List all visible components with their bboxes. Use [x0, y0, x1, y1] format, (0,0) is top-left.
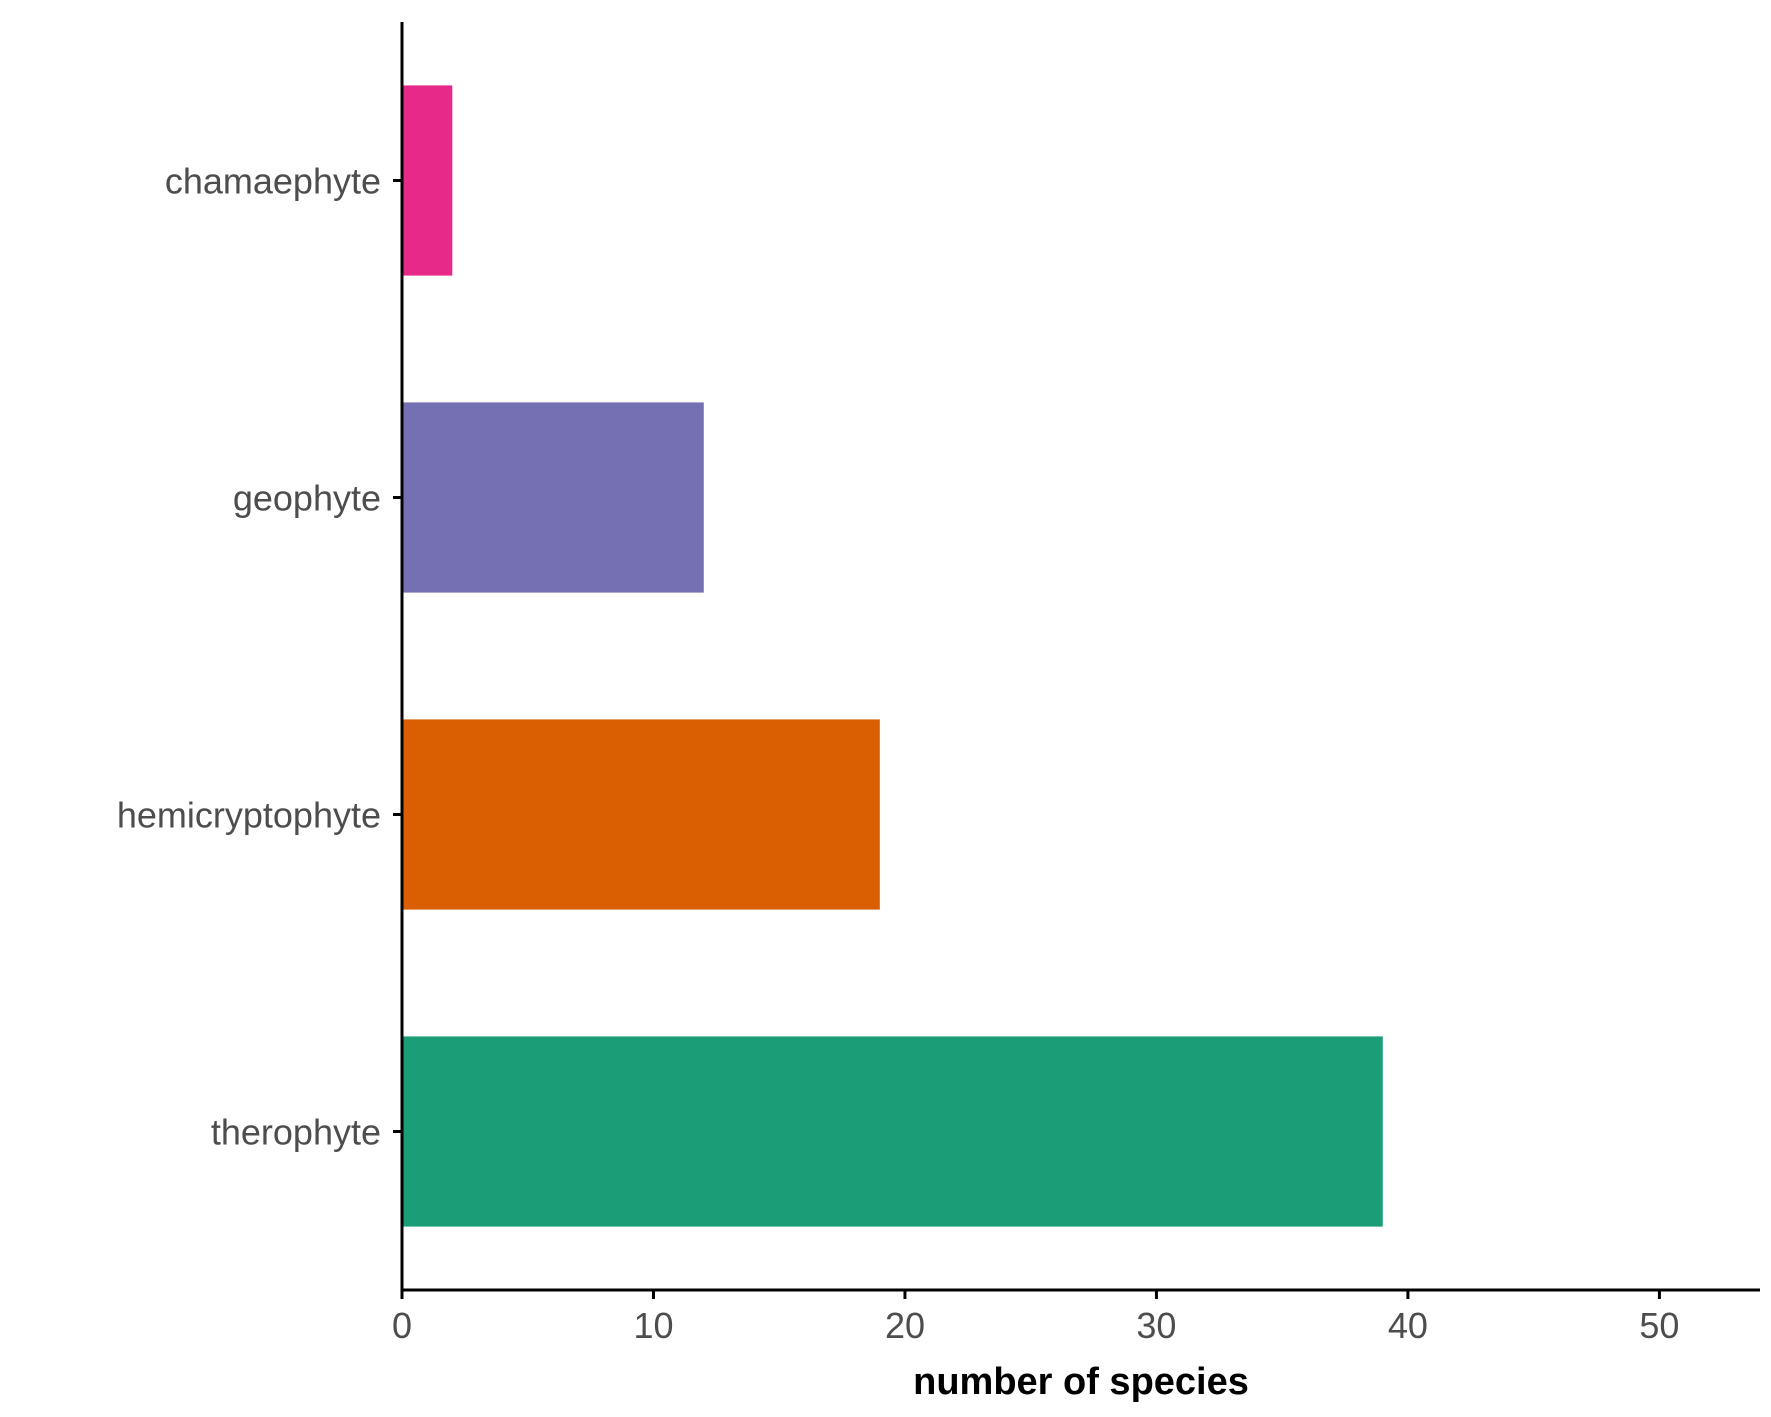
y-tick-label-chamaephyte: chamaephyte [165, 161, 381, 202]
y-tick-label-geophyte: geophyte [233, 478, 381, 519]
x-axis-title: number of species [913, 1361, 1249, 1403]
bar-geophyte [402, 402, 704, 593]
bar-chamaephyte [402, 85, 453, 276]
x-tick-label-20: 20 [885, 1305, 925, 1346]
x-tick-label-0: 0 [392, 1305, 412, 1346]
x-tick-label-40: 40 [1388, 1305, 1428, 1346]
bar-therophyte [402, 1036, 1383, 1227]
x-axis: 0 10 20 30 40 50 [392, 1288, 1760, 1346]
y-axis: chamaephyte geophyte hemicryptophyte therop… [117, 22, 404, 1290]
x-tick-label-50: 50 [1639, 1305, 1679, 1346]
x-tick-label-30: 30 [1136, 1305, 1176, 1346]
y-tick-label-therophyte: therophyte [211, 1112, 381, 1153]
bar-hemicryptophyte [402, 719, 880, 910]
y-tick-label-hemicryptophyte: hemicryptophyte [117, 795, 381, 836]
bars-group [402, 85, 1383, 1227]
x-tick-label-10: 10 [633, 1305, 673, 1346]
